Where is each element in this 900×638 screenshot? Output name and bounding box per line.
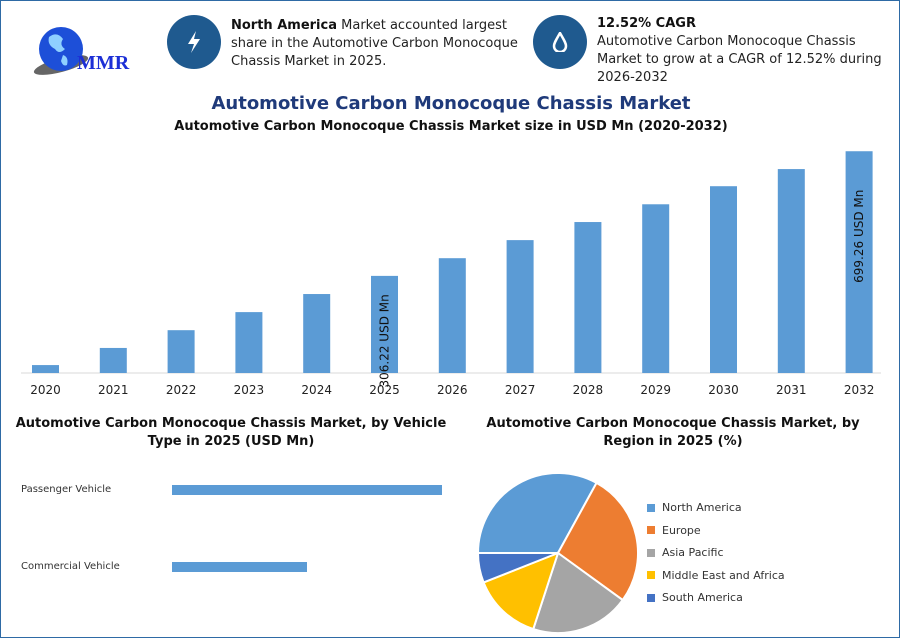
legend-label: North America xyxy=(662,501,742,514)
bar-2025 xyxy=(371,275,398,373)
bar-commercial-vehicle xyxy=(172,562,307,572)
region-chart-title: Automotive Carbon Monocoque Chassis Mark… xyxy=(486,416,860,449)
mmr-logo: MMR xyxy=(29,19,139,79)
water-drop-icon xyxy=(533,15,587,69)
category-label: Commercial Vehicle xyxy=(21,561,120,572)
lightning-bolt-icon xyxy=(167,15,221,69)
legend-item: Middle East and Africa xyxy=(647,569,785,582)
legend-item: Asia Pacific xyxy=(647,546,724,559)
x-tick-label: 2032 xyxy=(844,383,875,397)
legend-item: South America xyxy=(647,591,743,604)
bar-chart-title: Automotive Carbon Monocoque Chassis Mark… xyxy=(174,119,728,134)
bar-2032 xyxy=(845,151,873,373)
legend-swatch xyxy=(647,503,655,512)
x-tick-label: 2025 xyxy=(369,383,400,397)
x-tick-label: 2027 xyxy=(505,383,536,397)
x-tick-label: 2020 xyxy=(30,383,61,397)
x-tick-label: 2023 xyxy=(234,383,265,397)
bar-2027 xyxy=(506,240,534,373)
pie-slice-south-america xyxy=(476,552,559,584)
bar-2031 xyxy=(777,169,805,373)
legend-swatch xyxy=(647,571,655,579)
bar-2030 xyxy=(710,186,737,373)
info-card-cagr: 12.52% CAGR Automotive Carbon Monocoque C… xyxy=(597,16,882,85)
legend-label: Middle East and Africa xyxy=(662,568,785,582)
bar-2020 xyxy=(32,365,59,373)
bar-passenger-vehicle xyxy=(172,485,442,495)
info-card-north-america: North America Market accounted largest s… xyxy=(231,18,518,69)
svg-text:MMR: MMR xyxy=(77,52,130,74)
x-tick-label: 2029 xyxy=(640,383,671,397)
legend-swatch xyxy=(647,526,655,534)
data-label: 306.22 USD Mn xyxy=(378,294,392,387)
region-pie-chart xyxy=(476,472,639,634)
bar-2026 xyxy=(438,258,466,373)
legend-label: Asia Pacific xyxy=(662,546,724,559)
bar-2029 xyxy=(642,204,670,373)
legend-item: North America xyxy=(647,501,742,514)
page-title: Automotive Carbon Monocoque Chassis Mark… xyxy=(211,93,691,114)
pie-slice-north-america xyxy=(476,472,598,554)
legend-label: South America xyxy=(662,591,743,604)
legend-swatch xyxy=(647,593,655,602)
legend-label: Europe xyxy=(662,523,701,537)
globe-icon: MMR xyxy=(33,27,130,75)
x-tick-label: 2028 xyxy=(573,383,604,397)
bar-2024 xyxy=(303,294,331,373)
bar-2023 xyxy=(235,312,263,373)
x-tick-label: 2022 xyxy=(166,383,197,397)
x-tick-label: 2030 xyxy=(708,383,739,397)
legend-item: Europe xyxy=(647,524,701,537)
x-tick-label: 2024 xyxy=(301,383,332,397)
data-label: 699.26 USD Mn xyxy=(852,190,866,283)
x-tick-label: 2031 xyxy=(776,383,807,397)
category-label: Passenger Vehicle xyxy=(21,484,112,495)
pie-slice-middle-east-and-africa xyxy=(482,551,560,631)
x-tick-label: 2026 xyxy=(437,383,468,397)
vehicle-type-chart-title: Automotive Carbon Monocoque Chassis Mark… xyxy=(15,416,447,449)
bar-2028 xyxy=(574,222,602,373)
pie-slice-asia-pacific xyxy=(532,551,625,634)
bar-2022 xyxy=(167,330,195,373)
pie-slice-europe xyxy=(556,481,639,602)
bar-2021 xyxy=(99,347,127,373)
x-tick-label: 2021 xyxy=(98,383,129,397)
legend-swatch xyxy=(647,548,655,557)
